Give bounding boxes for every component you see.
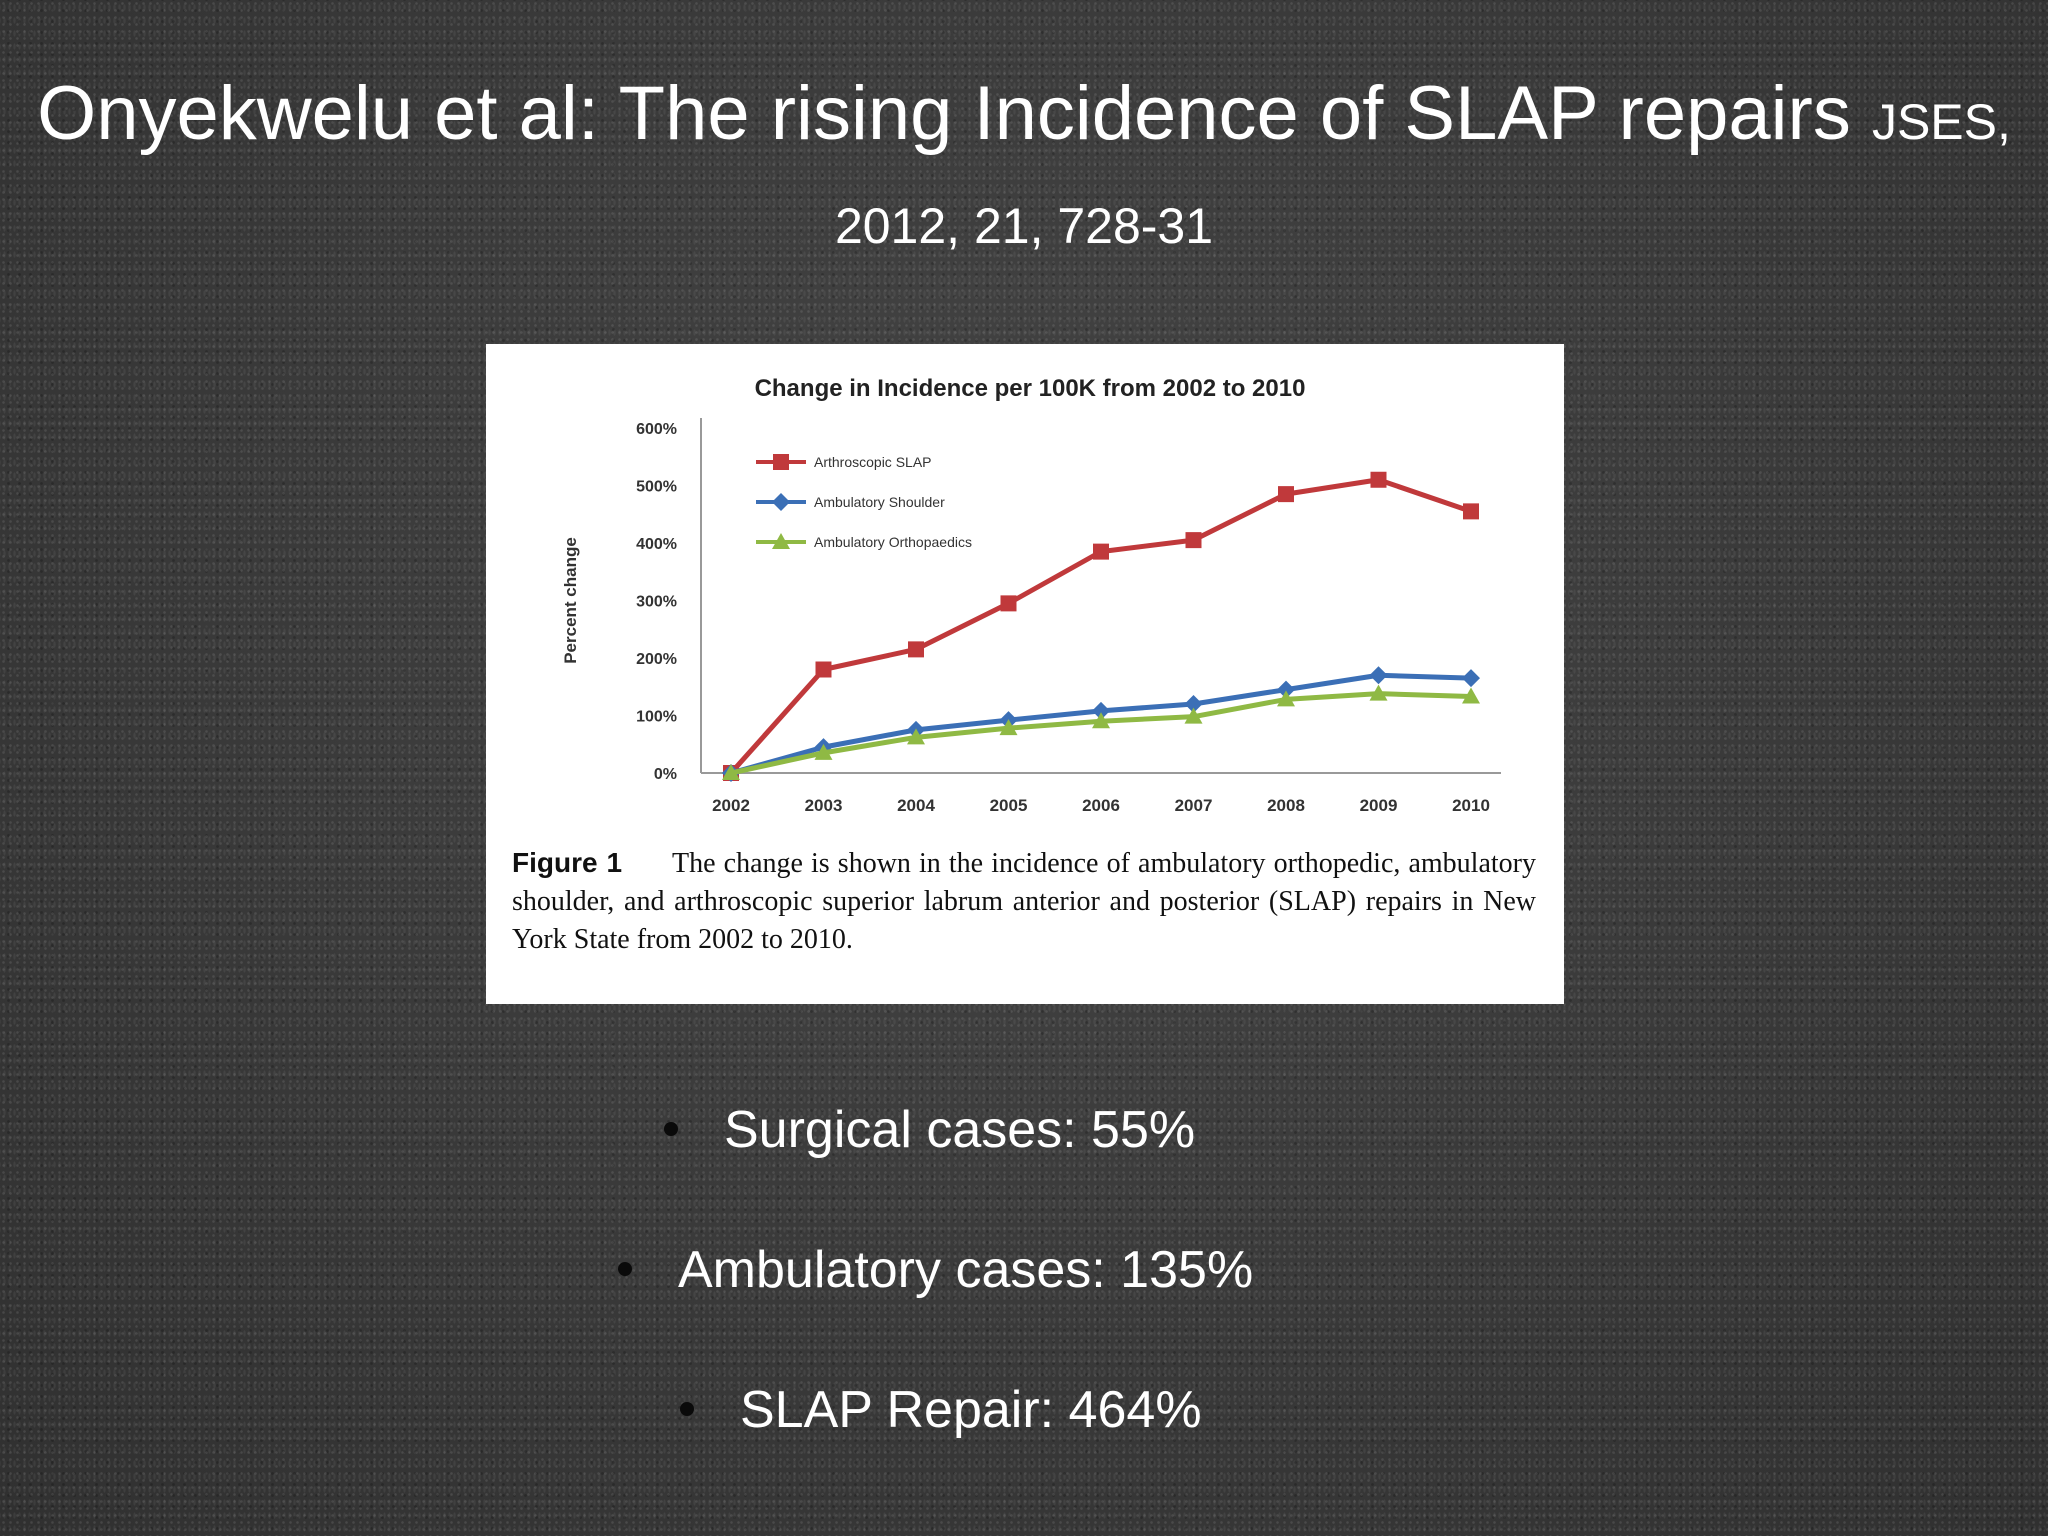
bullet-text: Surgical cases: 55% [724,1101,1196,1159]
y-tick-label: 200% [636,651,677,668]
legend-label: Ambulatory Orthopaedics [814,534,972,550]
bullet-text: SLAP Repair: 464% [740,1381,1202,1439]
line-chart: Change in Incidence per 100K from 2002 t… [561,375,1501,815]
data-point [1092,712,1110,729]
x-tick-label: 2006 [1082,796,1120,815]
y-tick-label: 300% [636,594,677,611]
bullet-item: Surgical cases: 55% [664,1100,1195,1160]
x-tick-label: 2005 [990,796,1028,815]
legend-label: Ambulatory Shoulder [814,494,945,510]
data-point [999,719,1018,736]
data-point [1092,701,1110,720]
data-point [814,743,833,760]
data-point [1462,687,1480,704]
legend-marker [773,454,789,470]
chart-title: Change in Incidence per 100K from 2002 t… [755,375,1306,402]
data-point [1463,503,1479,520]
data-point [1369,666,1388,685]
slide-title-main: Onyekwelu et al: The rising Incidence of… [37,71,1851,156]
legend-marker [772,533,790,549]
data-point [1185,532,1202,549]
data-point [1462,669,1480,688]
figure-caption: Figure 1 The change is shown in the incid… [512,844,1536,959]
y-tick-label: 400% [636,536,677,553]
x-tick-label: 2007 [1175,796,1213,815]
data-point [1277,690,1295,707]
bullet-text: Ambulatory cases: 135% [678,1241,1254,1299]
y-tick-label: 0% [654,766,677,783]
bullet-dot-icon [680,1402,694,1417]
x-tick-label: 2009 [1360,796,1398,815]
data-point [1277,680,1295,699]
data-point [1184,695,1203,713]
data-point [722,764,740,780]
data-point [1184,707,1203,724]
bullet-dot-icon [618,1262,632,1277]
x-tick-label: 2008 [1267,796,1305,815]
data-point [907,728,925,745]
bullet-item: SLAP Repair: 464% [680,1380,1202,1440]
data-point [1370,471,1387,488]
x-tick-label: 2003 [805,796,843,815]
data-point [908,641,924,658]
y-tick-label: 600% [636,421,677,438]
figure-label: Figure 1 [512,847,623,878]
slide-title: Onyekwelu et al: The rising Incidence of… [0,66,2048,274]
slide-title-citation: JSES, 2012, 21, 728-31 [834,94,2011,254]
legend-label: Arthroscopic SLAP [814,454,932,470]
data-point [1000,595,1017,612]
figure-caption-text: The change is shown in the incidence of … [512,848,1536,955]
x-tick-label: 2004 [897,796,935,815]
data-point [1093,543,1109,560]
y-tick-label: 100% [636,709,677,726]
data-point [815,661,832,678]
series-line [729,477,1472,775]
y-tick-label: 500% [636,479,677,496]
legend-marker [772,493,790,511]
y-axis-label: Percent change [561,537,580,664]
bullet-item: Ambulatory cases: 135% [618,1240,1253,1300]
bullet-dot-icon [664,1122,678,1137]
x-tick-label: 2010 [1452,796,1490,815]
x-tick-label: 2002 [712,796,750,815]
data-point [1278,486,1294,503]
data-point [1369,684,1388,701]
figure-image: Change in Incidence per 100K from 2002 t… [486,344,1564,1004]
